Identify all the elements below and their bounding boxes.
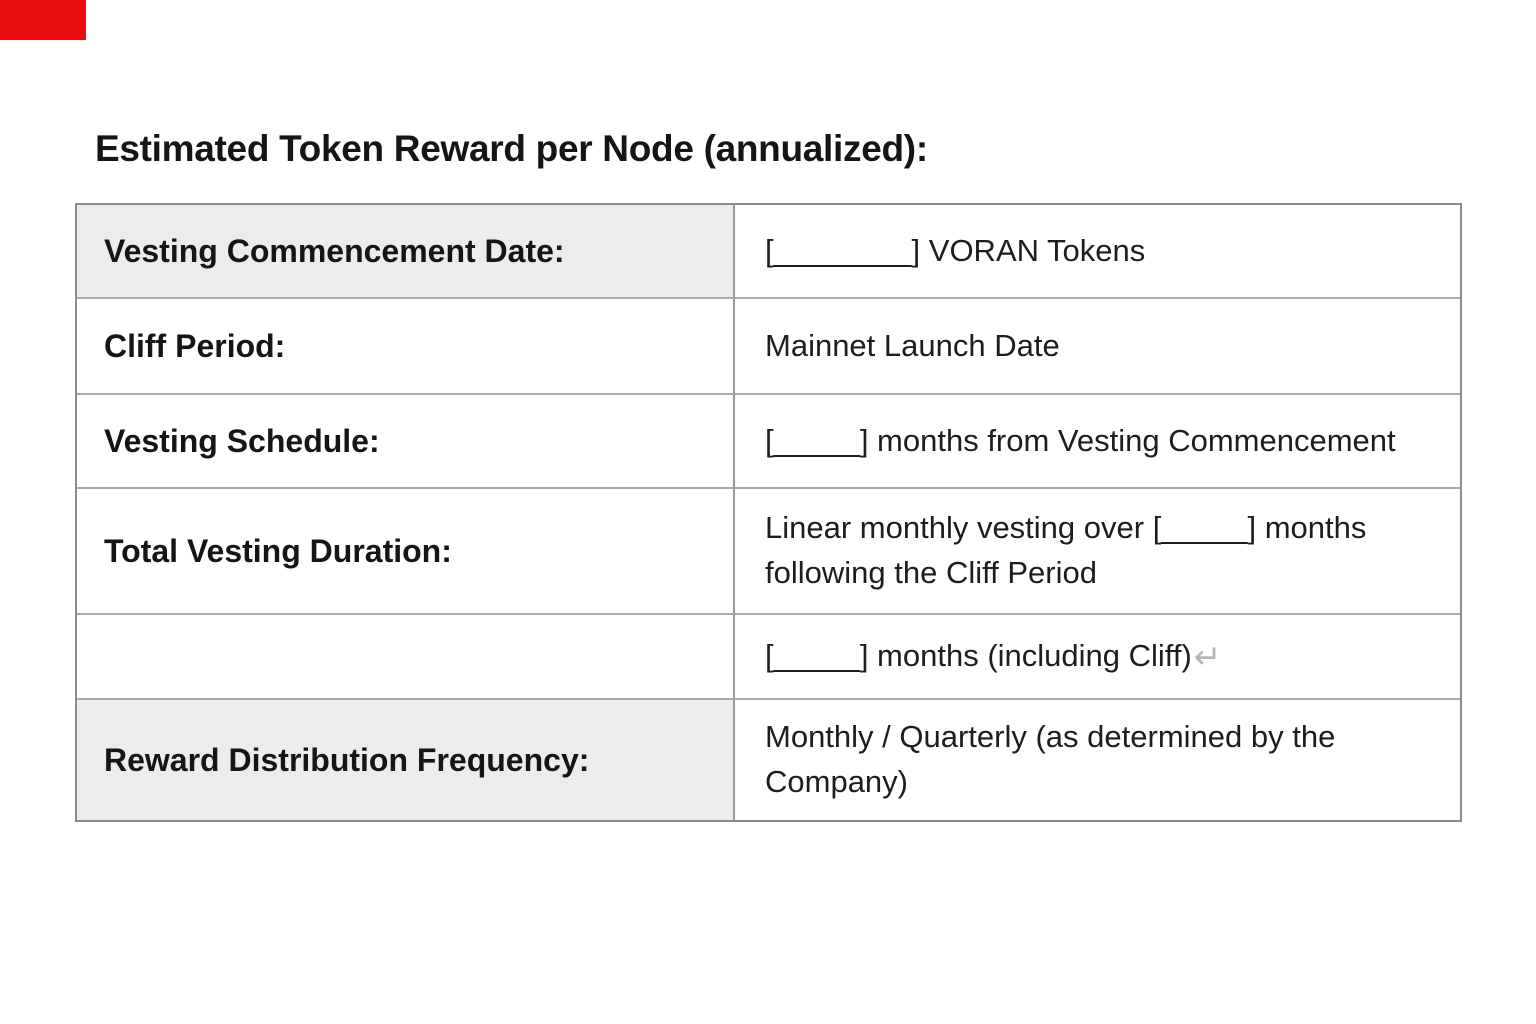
table-row-value-months-including-cliff: [_____] months (including Cliff) ↵	[735, 615, 1460, 700]
row-value: [_____] months from Vesting Commencement	[765, 422, 1396, 458]
row-label: Vesting Schedule:	[104, 422, 380, 459]
table-row-label-vesting-schedule: Vesting Schedule:	[77, 395, 735, 489]
table-row-value-linear-monthly-vesting: Linear monthly vesting over [_____] mont…	[735, 489, 1460, 615]
table-row-label-cliff-period: Cliff Period:	[77, 299, 735, 395]
red-marker	[0, 0, 86, 40]
row-label: Vesting Commencement Date:	[104, 232, 565, 269]
row-label: Reward Distribution Frequency:	[104, 741, 590, 778]
row-value: Linear monthly vesting over [_____] mont…	[765, 510, 1367, 590]
table-row-label-empty	[77, 615, 735, 700]
row-value: Monthly / Quarterly (as determined by th…	[765, 719, 1336, 799]
row-label: Total Vesting Duration:	[104, 532, 452, 569]
line-break-mark-icon: ↵	[1193, 637, 1222, 676]
table-row-value-months-from-vesting-commencement: [_____] months from Vesting Commencement	[735, 395, 1460, 489]
table-row-label-reward-distribution-frequency: Reward Distribution Frequency:	[77, 700, 735, 820]
table-row-label-vesting-commencement-date: Vesting Commencement Date:	[77, 205, 735, 299]
page-title: Estimated Token Reward per Node (annuali…	[95, 128, 928, 169]
table-row-value-voran-tokens: [________] VORAN Tokens	[735, 205, 1460, 299]
vesting-table: Vesting Commencement Date: [________] VO…	[75, 203, 1462, 822]
table-row-value-mainnet-launch-date: Mainnet Launch Date	[735, 299, 1460, 395]
row-label: Cliff Period:	[104, 327, 286, 364]
row-value: [________] VORAN Tokens	[765, 232, 1146, 268]
row-value: Mainnet Launch Date	[765, 327, 1060, 363]
table-row-value-monthly-quarterly: Monthly / Quarterly (as determined by th…	[735, 700, 1460, 820]
row-value: [_____] months (including Cliff)	[765, 638, 1192, 674]
table-row-label-total-vesting-duration: Total Vesting Duration:	[77, 489, 735, 615]
